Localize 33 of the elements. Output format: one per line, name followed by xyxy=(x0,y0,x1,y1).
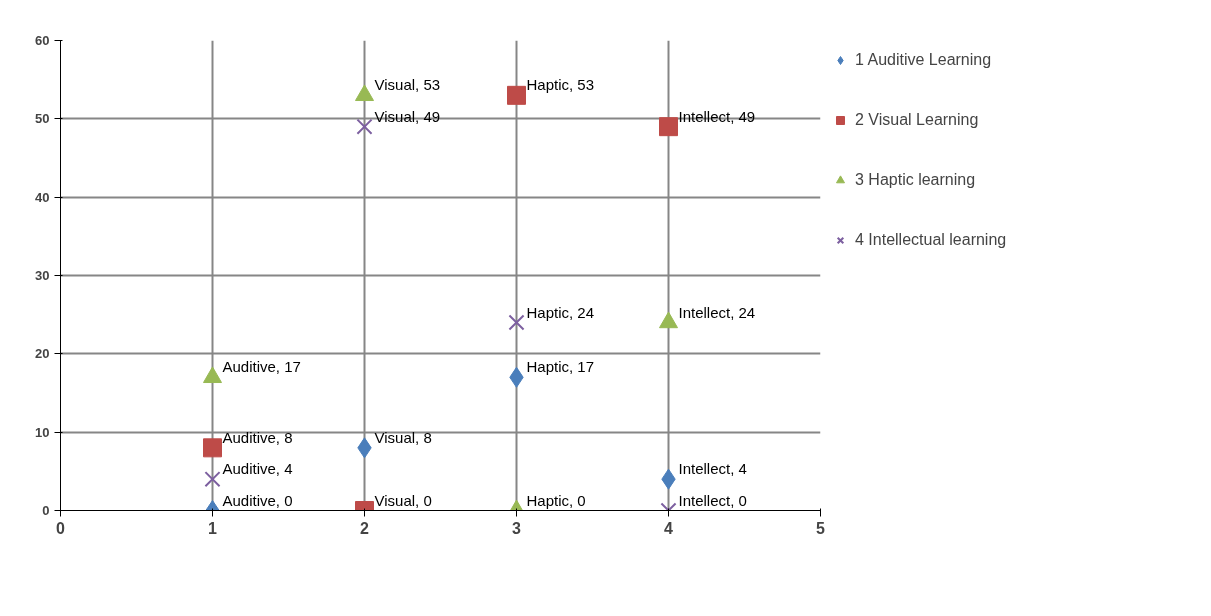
y-tick-label: 0 xyxy=(42,503,50,518)
data-label: Intellect, 49 xyxy=(678,107,756,125)
x-tick-label: 0 xyxy=(56,519,66,537)
data-label: Haptic, 24 xyxy=(526,303,595,321)
legend-label: 1 Auditive Learning xyxy=(855,51,992,69)
data-label: Auditive, 0 xyxy=(222,491,293,509)
data-label: Visual, 8 xyxy=(374,428,432,446)
legend-label: 4 Intellectual learning xyxy=(855,231,1007,249)
y-tick-label: 10 xyxy=(35,424,50,440)
legend-label: 3 Haptic learning xyxy=(855,171,976,189)
y-tick-label: 30 xyxy=(35,268,50,283)
data-label: Auditive, 8 xyxy=(222,428,293,446)
x-tick-label: 1 xyxy=(208,519,218,537)
x-tick-label: 3 xyxy=(512,519,522,537)
data-label: Visual, 53 xyxy=(374,76,441,94)
legend-label: 2 Visual Learning xyxy=(855,111,979,129)
y-tick-label: 20 xyxy=(35,346,50,362)
y-tick-label: 40 xyxy=(35,189,50,205)
x-tick-label: 5 xyxy=(816,519,826,537)
data-label: Auditive, 4 xyxy=(222,460,293,478)
data-label: Visual, 0 xyxy=(374,491,432,509)
y-tick-label: 60 xyxy=(35,33,50,48)
data-label: Visual, 49 xyxy=(374,107,441,125)
data-label: Haptic, 17 xyxy=(526,358,595,376)
data-label: Intellect, 4 xyxy=(678,460,747,478)
data-label: Haptic, 0 xyxy=(526,491,586,509)
data-label: Intellect, 24 xyxy=(678,303,756,321)
data-label: Auditive, 17 xyxy=(222,358,301,376)
x-tick-label: 4 xyxy=(664,519,674,537)
data-label: Haptic, 53 xyxy=(526,76,595,94)
y-tick-label: 50 xyxy=(35,111,50,127)
data-label: Intellect, 0 xyxy=(678,491,747,509)
x-tick-label: 2 xyxy=(360,519,370,537)
